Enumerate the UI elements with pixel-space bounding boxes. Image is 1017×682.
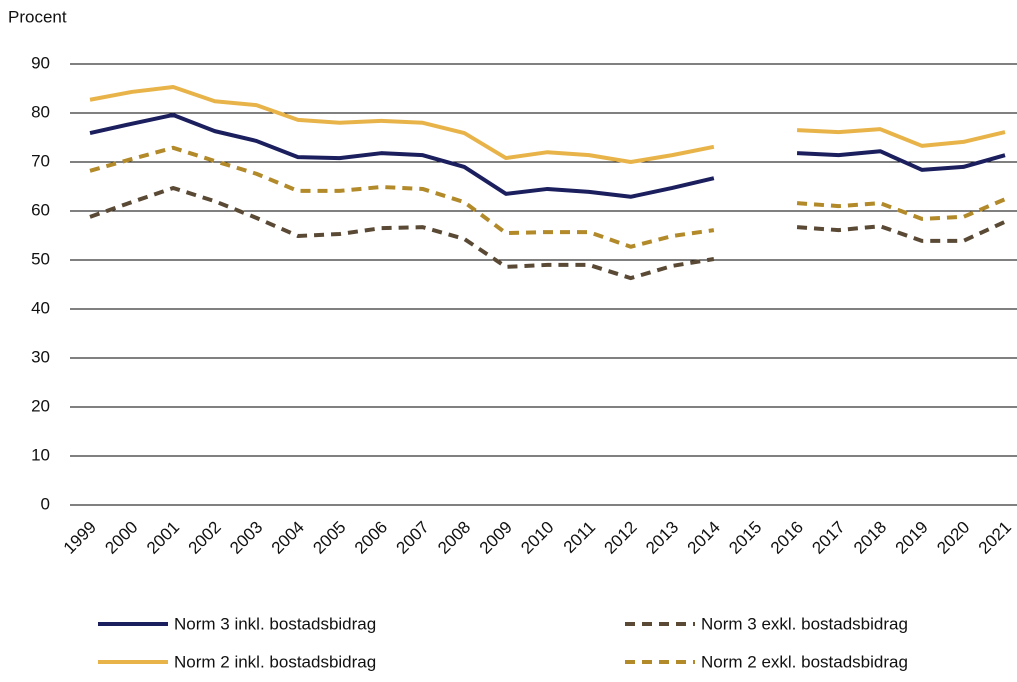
y-tick-label: 10 <box>31 445 50 464</box>
series-line <box>89 112 1006 199</box>
x-tick-label: 2012 <box>600 518 640 558</box>
x-tick-label: 2014 <box>684 518 724 558</box>
y-tick-label: 70 <box>31 151 50 170</box>
series-line <box>89 145 1006 249</box>
x-tick-label: 2004 <box>268 518 308 558</box>
y-tick-label: 50 <box>31 249 50 268</box>
y-axis-label: Procent <box>8 7 67 26</box>
x-tick-label: 2001 <box>143 518 183 558</box>
legend-label: Norm 3 exkl. bostadsbidrag <box>701 614 908 633</box>
y-tick-label: 90 <box>31 53 50 72</box>
x-tick-label: 2016 <box>767 518 807 558</box>
x-tick-label: 2007 <box>393 518 433 558</box>
x-tick-label: 2000 <box>101 518 141 558</box>
x-tick-label: 2018 <box>850 518 890 558</box>
x-tick-label: 2015 <box>725 518 765 558</box>
x-tick-label: 2009 <box>476 518 516 558</box>
x-tick-label: 2005 <box>309 518 349 558</box>
series-line <box>89 185 1006 281</box>
y-tick-label: 30 <box>31 347 50 366</box>
y-tick-label: 40 <box>31 298 50 317</box>
x-tick-label: 2017 <box>808 518 848 558</box>
x-tick-label: 2002 <box>185 518 225 558</box>
x-tick-label: 2010 <box>517 518 557 558</box>
x-tick-label: 1999 <box>60 518 100 558</box>
y-tick-label: 80 <box>31 102 50 121</box>
x-tick-label: 2008 <box>434 518 474 558</box>
x-tick-label: 2003 <box>226 518 266 558</box>
y-tick-label: 0 <box>41 494 50 513</box>
x-tick-label: 2019 <box>892 518 932 558</box>
x-tick-label: 2011 <box>560 518 599 557</box>
x-tick-label: 2020 <box>933 518 973 558</box>
x-tick-label: 2013 <box>642 518 682 558</box>
legend-label: Norm 3 inkl. bostadsbidrag <box>174 614 376 633</box>
series-line <box>89 85 1006 164</box>
x-tick-label: 2021 <box>975 518 1015 558</box>
legend-label: Norm 2 exkl. bostadsbidrag <box>701 652 908 671</box>
legend-label: Norm 2 inkl. bostadsbidrag <box>174 652 376 671</box>
y-tick-label: 60 <box>31 200 50 219</box>
x-tick-label: 2006 <box>351 518 391 558</box>
y-tick-label: 20 <box>31 396 50 415</box>
